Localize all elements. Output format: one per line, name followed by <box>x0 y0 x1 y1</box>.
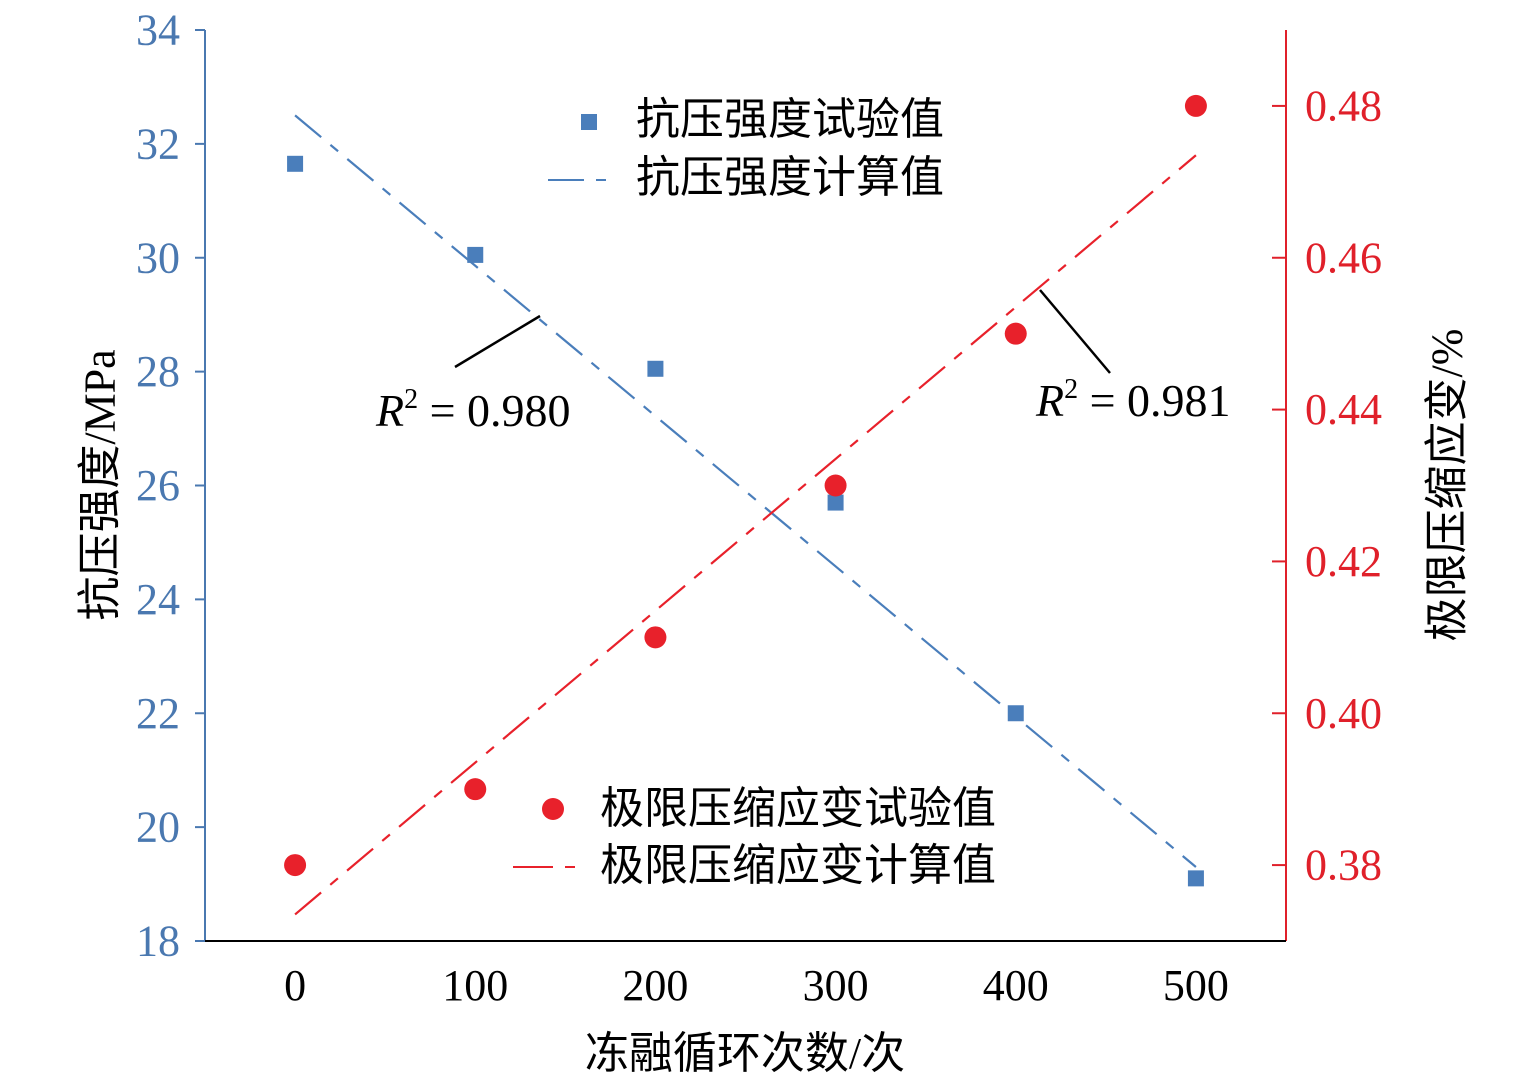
fit-line <box>294 114 1197 868</box>
strain-point <box>464 778 487 801</box>
x-tick-label: 200 <box>622 961 688 1010</box>
legend-label-strain-test: 极限压缩应变试验值 <box>600 784 996 833</box>
data-markers <box>284 94 1207 887</box>
y-axis-left-title: 抗压强度/MPa <box>76 349 125 620</box>
right-tick-label: 0.38 <box>1305 841 1382 890</box>
strength-point <box>1007 705 1024 722</box>
r2-value: = 0.981 <box>1078 375 1230 426</box>
strain-point <box>1184 94 1207 117</box>
left-axis-ticks: 18 20 22 24 26 28 30 32 34 <box>136 6 205 966</box>
legend-square-marker <box>581 114 597 130</box>
left-tick-label: 28 <box>136 347 180 396</box>
r-symbol: R <box>375 385 404 436</box>
r-symbol: R <box>1035 375 1064 426</box>
r2-value: = 0.980 <box>418 385 570 436</box>
right-tick-label: 0.48 <box>1305 81 1382 130</box>
x-tick-label: 100 <box>442 961 508 1010</box>
left-tick-label: 18 <box>136 917 180 966</box>
right-tick-label: 0.42 <box>1305 537 1382 586</box>
r-superscript: 2 <box>404 384 418 415</box>
fit-line <box>294 154 1197 916</box>
annotation-r2-strength: R2 = 0.980 <box>375 384 571 436</box>
strength-point <box>287 155 304 172</box>
legend-label-strength-test: 抗压强度试验值 <box>636 95 944 144</box>
left-tick-label: 30 <box>136 233 180 282</box>
annotation-leader-strength <box>454 314 541 369</box>
legend-circle-marker <box>542 798 564 820</box>
strength-point <box>647 360 664 377</box>
strength-point <box>827 494 844 511</box>
x-tick-label: 400 <box>983 961 1049 1010</box>
y-axis-right-title: 极限压缩应变/% <box>1423 329 1472 642</box>
left-tick-label: 26 <box>136 461 180 510</box>
right-tick-label: 0.40 <box>1305 689 1382 738</box>
strain-point <box>284 854 307 877</box>
left-tick-label: 22 <box>136 689 180 738</box>
x-axis-ticks: 0 100 200 300 400 500 <box>284 961 1229 1010</box>
legend-top: 抗压强度试验值 抗压强度计算值 <box>548 95 944 202</box>
fit-lines <box>294 114 1197 916</box>
x-tick-label: 0 <box>284 961 306 1010</box>
strength-point <box>467 246 484 263</box>
r-superscript: 2 <box>1064 374 1078 405</box>
annotation-r2-strain: R2 = 0.981 <box>1035 374 1231 426</box>
right-tick-label: 0.46 <box>1305 233 1382 282</box>
strain-point <box>824 474 847 497</box>
x-tick-label: 500 <box>1163 961 1229 1010</box>
legend-bottom: 极限压缩应变试验值 极限压缩应变计算值 <box>513 784 996 890</box>
left-tick-label: 20 <box>136 803 180 852</box>
strength-point <box>1187 870 1204 887</box>
annotation-leader-strain <box>1039 289 1111 374</box>
strain-point <box>1004 322 1027 345</box>
left-tick-label: 24 <box>136 575 180 624</box>
right-tick-label: 0.44 <box>1305 385 1382 434</box>
right-axis-ticks: 0.38 0.40 0.42 0.44 0.46 0.48 <box>1272 81 1382 890</box>
left-tick-label: 32 <box>136 119 180 168</box>
x-tick-label: 300 <box>803 961 869 1010</box>
x-axis-title: 冻融循环次数/次 <box>585 1029 905 1078</box>
legend-label-strength-calc: 抗压强度计算值 <box>636 153 944 202</box>
left-tick-label: 34 <box>136 6 180 55</box>
legend-label-strain-calc: 极限压缩应变计算值 <box>600 841 996 890</box>
strain-point <box>644 626 667 649</box>
